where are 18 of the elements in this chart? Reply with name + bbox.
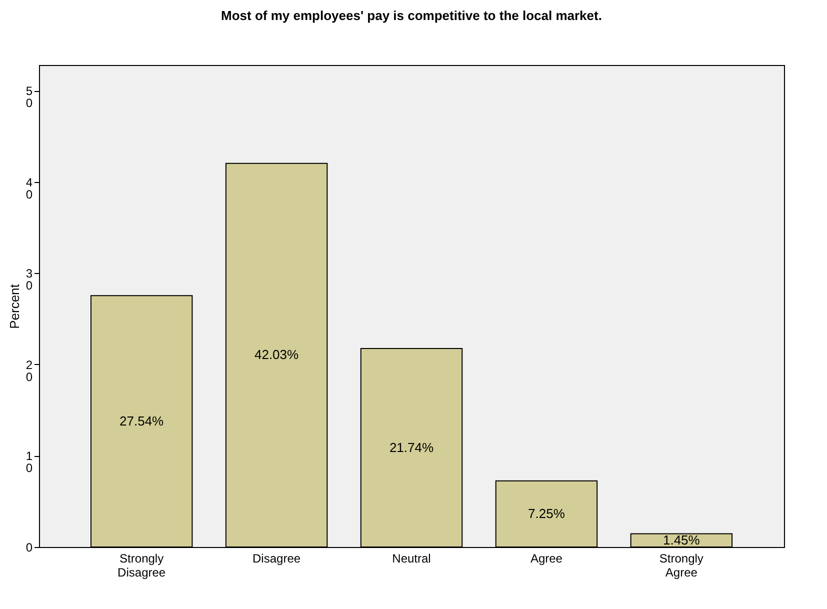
x-tick-label: Neutral — [392, 552, 431, 566]
data-label: 27.54% — [120, 413, 164, 428]
data-label: 42.03% — [254, 347, 300, 362]
y-tick-label: 3 0 — [26, 266, 33, 293]
y-axis-title: Percent — [6, 284, 22, 329]
x-tick-label: Disagree — [252, 552, 301, 566]
y-tick-label: 5 0 — [26, 84, 33, 110]
x-tick-label: Agree — [530, 552, 563, 566]
data-label: 21.74% — [389, 440, 434, 455]
data-label: 1.45% — [662, 532, 700, 548]
data-label: 7.25% — [528, 506, 566, 521]
y-tick-label: 1 0 — [26, 449, 33, 476]
x-tick-label: Strongly Agree — [659, 552, 704, 580]
chart-title: Most of my employees' pay is competitive to the local market. — [221, 8, 602, 23]
y-tick-label: 2 0 — [26, 358, 33, 384]
y-tick-label: 4 0 — [26, 175, 33, 202]
y-tick-label: 0 — [26, 540, 33, 554]
x-tick-label: Strongly Disagree — [118, 552, 166, 580]
